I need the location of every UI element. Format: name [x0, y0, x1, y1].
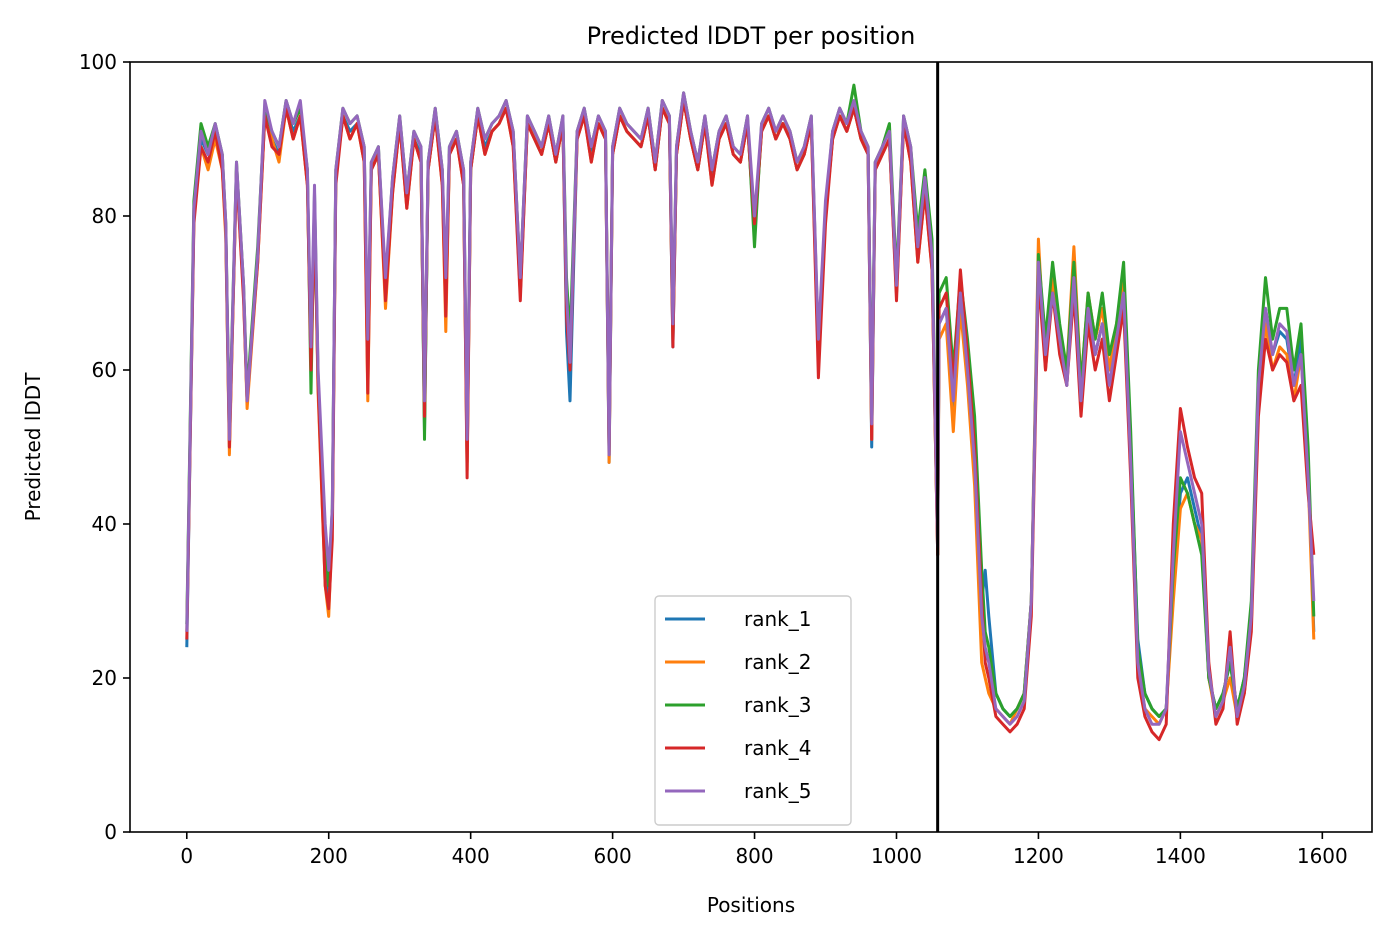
plot-frame — [129, 61, 1373, 833]
x-tick-label: 200 — [310, 844, 348, 868]
x-ticks: 0 200 400 600 800 1000 1200 1400 1600 — [180, 832, 1348, 868]
chart-title: Predicted lDDT per position — [587, 22, 916, 50]
y-tick-label: 40 — [92, 512, 117, 536]
y-tick-label: 0 — [104, 820, 117, 844]
legend-box — [654, 595, 852, 826]
legend-label: rank_5 — [744, 779, 811, 803]
x-tick-label: 1000 — [871, 844, 922, 868]
x-axis-label: Positions — [707, 893, 795, 917]
legend-label: rank_2 — [744, 650, 811, 674]
y-ticks: 0 20 40 60 80 100 — [79, 50, 130, 844]
legend: rank_1 rank_2 rank_3 rank_4 rank_5 — [654, 595, 852, 826]
x-tick-label: 800 — [735, 844, 773, 868]
x-tick-label: 1600 — [1297, 844, 1348, 868]
series-line-rank_5 — [185, 91, 1316, 726]
x-tick-label: 1200 — [1013, 844, 1064, 868]
x-tick-label: 1400 — [1155, 844, 1206, 868]
y-tick-label: 20 — [92, 666, 117, 690]
legend-label: rank_4 — [744, 736, 811, 760]
legend-label: rank_3 — [744, 693, 811, 717]
legend-label: rank_1 — [744, 607, 811, 631]
x-tick-label: 400 — [452, 844, 490, 868]
x-tick-label: 600 — [594, 844, 632, 868]
y-tick-label: 80 — [92, 204, 117, 228]
series-layer — [185, 83, 1316, 742]
y-tick-label: 100 — [79, 50, 117, 74]
x-tick-label: 0 — [180, 844, 193, 868]
y-tick-label: 60 — [92, 358, 117, 382]
y-axis-label: Predicted lDDT — [21, 372, 45, 522]
